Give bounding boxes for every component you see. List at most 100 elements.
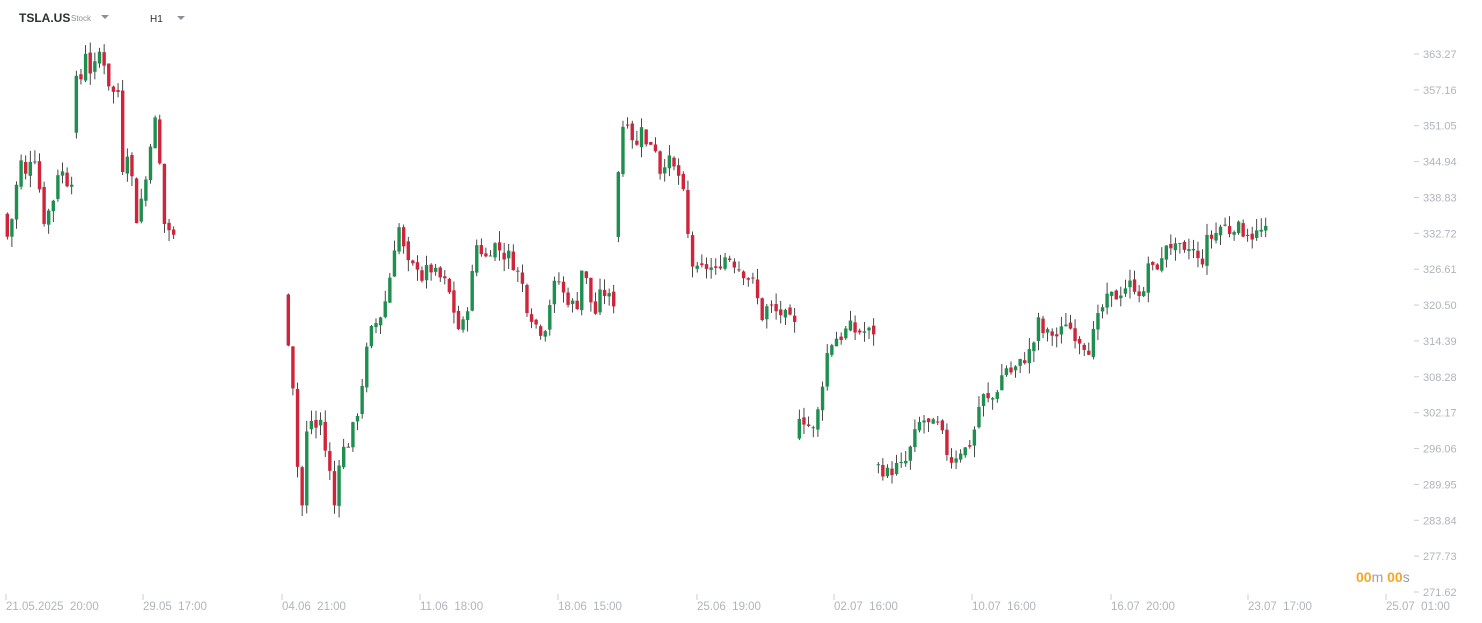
- candle-down: [1077, 336, 1082, 355]
- candle-up: [28, 150, 32, 188]
- candle-down: [718, 254, 723, 270]
- candle-up: [1146, 256, 1150, 303]
- candle-down: [116, 83, 120, 98]
- timeframe-dropdown-icon[interactable]: [177, 16, 185, 20]
- candle-down: [779, 300, 783, 324]
- candle-down: [447, 277, 452, 294]
- candle-up: [876, 462, 880, 474]
- candle-up: [931, 417, 935, 424]
- candle-down: [516, 267, 520, 282]
- y-tick-label: 302.17: [1423, 408, 1457, 420]
- candle-up: [1264, 217, 1268, 238]
- candle-down: [575, 291, 579, 310]
- candle-up: [60, 162, 65, 184]
- y-tick-label: 344.94: [1423, 157, 1457, 169]
- y-axis: 363.27 357.16 351.05 344.94 338.83 332.72 326.…: [1414, 49, 1457, 599]
- candle-down: [529, 308, 534, 329]
- candle-down: [881, 458, 885, 481]
- candle-down: [700, 254, 704, 268]
- candle-up: [309, 410, 314, 435]
- candle-up: [19, 154, 23, 190]
- candle-up: [153, 115, 157, 149]
- candle-up: [341, 438, 346, 470]
- timeframe-selector[interactable]: H1: [150, 14, 163, 25]
- candle-down: [328, 442, 332, 481]
- candle-up: [493, 242, 497, 261]
- candle-up: [397, 223, 401, 255]
- symbol-dropdown-icon[interactable]: [101, 15, 109, 19]
- candle-up: [816, 406, 820, 437]
- candle-up: [908, 445, 913, 470]
- candle-down: [1137, 285, 1141, 303]
- candle-down: [945, 423, 949, 461]
- y-tick-label: 296.06: [1423, 444, 1457, 456]
- candle-down: [456, 305, 461, 331]
- candle-up: [797, 409, 802, 441]
- candle-up: [1173, 237, 1178, 261]
- candle-down: [746, 277, 750, 287]
- candle-up: [1214, 222, 1218, 244]
- candle-up: [1096, 304, 1100, 341]
- candle-down: [1209, 230, 1214, 249]
- candle-up: [1004, 365, 1009, 377]
- candle-up: [378, 316, 383, 335]
- candle-up: [1223, 217, 1227, 227]
- candle-down: [415, 255, 420, 281]
- candle-down: [1073, 319, 1077, 349]
- candle-up: [1000, 363, 1004, 391]
- candle-up: [470, 264, 474, 312]
- candle-down: [949, 448, 954, 469]
- candle-up: [318, 412, 323, 436]
- candle-up: [1018, 358, 1022, 374]
- candle-up: [844, 325, 848, 340]
- x-tick-label: 25.06 19:00: [697, 601, 761, 613]
- candle-down: [346, 443, 351, 448]
- candle-up: [557, 272, 561, 285]
- x-tick-label: 16.07 20:00: [1111, 601, 1175, 613]
- candle-up: [885, 464, 890, 479]
- candle-down: [525, 283, 529, 317]
- y-tick-label: 277.73: [1423, 551, 1457, 563]
- countdown-minutes: 00: [1356, 569, 1372, 585]
- candle-down: [1055, 327, 1059, 348]
- candle-up: [475, 239, 479, 277]
- candle-down: [644, 129, 648, 147]
- candle-up: [723, 252, 727, 271]
- candle-up: [663, 159, 667, 182]
- candle-down: [986, 382, 990, 403]
- candle-down: [158, 114, 162, 165]
- candle-down: [120, 80, 125, 176]
- candle-down: [755, 268, 760, 305]
- candle-down: [839, 332, 843, 345]
- candle-down: [1041, 315, 1045, 339]
- candle-up: [972, 426, 977, 458]
- x-tick-label: 11.06 18:00: [420, 601, 483, 613]
- candle-up: [1142, 286, 1146, 298]
- y-tick-label: 308.28: [1423, 372, 1457, 384]
- candle-down: [802, 407, 806, 435]
- candle-up: [1255, 218, 1259, 241]
- candle-up: [1013, 365, 1018, 378]
- candle-up: [351, 421, 355, 452]
- candle-up: [977, 396, 981, 429]
- candle-up: [144, 176, 148, 207]
- candle-down: [1245, 228, 1250, 242]
- candle-up: [507, 243, 511, 270]
- candle-up: [1160, 247, 1164, 273]
- candle-down: [130, 152, 134, 187]
- candle-down: [443, 270, 447, 285]
- candle-down: [1182, 240, 1187, 253]
- candle-down: [602, 279, 607, 305]
- candle-down: [102, 44, 106, 75]
- candle-up: [899, 452, 903, 468]
- candle-down: [1200, 249, 1205, 268]
- candle-up: [388, 273, 392, 304]
- x-tick-label: 25.07 01:00: [1386, 601, 1450, 613]
- y-tick-label: 351.05: [1423, 121, 1457, 133]
- candle-up: [598, 278, 602, 316]
- candle-down: [1155, 263, 1159, 271]
- candle-down: [24, 155, 28, 180]
- x-axis: 21.05.2025 20:00 29.05 17:00 04.06 21:00 11…: [5, 594, 1450, 613]
- candle-up: [56, 169, 60, 202]
